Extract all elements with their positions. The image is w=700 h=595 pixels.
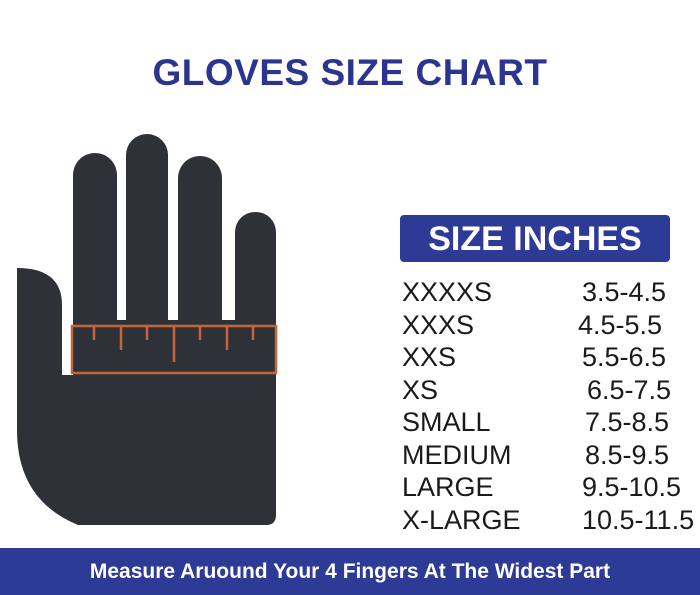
size-inches: 4.5-5.5 (578, 309, 663, 340)
table-row: SMALL 7.5-8.5 (402, 406, 700, 439)
size-label: XXS (402, 342, 457, 372)
table-row: MEDIUM 8.5-9.5 (402, 439, 700, 472)
size-inches: 8.5-9.5 (585, 439, 670, 470)
table-header: SIZE INCHES (400, 215, 670, 262)
size-label: LARGE (402, 472, 494, 502)
page-title: GLOVES SIZE CHART (152, 52, 548, 93)
footer-instruction: Measure Aruound Your 4 Fingers At The Wi… (0, 548, 700, 595)
hand-illustration (17, 134, 278, 525)
size-label: XXXS (402, 309, 475, 340)
size-label: X-LARGE (402, 504, 521, 535)
size-inches: 10.5-11.5 (582, 504, 695, 535)
size-table: XXXXS 3.5-4.5 XXXS 4.5-5.5 XXS 5.5-6.5 XS 6.… (402, 276, 700, 536)
size-label: MEDIUM (402, 439, 512, 470)
size-label: XXXXS (402, 277, 493, 307)
size-inches: 5.5-6.5 (582, 342, 667, 372)
size-label: SMALL (402, 407, 491, 437)
table-row: XXS 5.5-6.5 (402, 341, 700, 374)
table-row: X-LARGE 10.5-11.5 (402, 504, 700, 537)
size-inches: 3.5-4.5 (582, 277, 667, 307)
table-row: XXXXS 3.5-4.5 (402, 276, 700, 309)
table-row: XXXS 4.5-5.5 (402, 309, 700, 342)
size-inches: 6.5-7.5 (587, 374, 672, 405)
table-row: LARGE 9.5-10.5 (402, 471, 700, 504)
table-row: XS 6.5-7.5 (402, 374, 700, 407)
ruler (70, 324, 278, 375)
size-inches: 9.5-10.5 (582, 472, 682, 502)
size-label: XS (402, 374, 439, 405)
size-inches: 7.5-8.5 (585, 407, 670, 437)
